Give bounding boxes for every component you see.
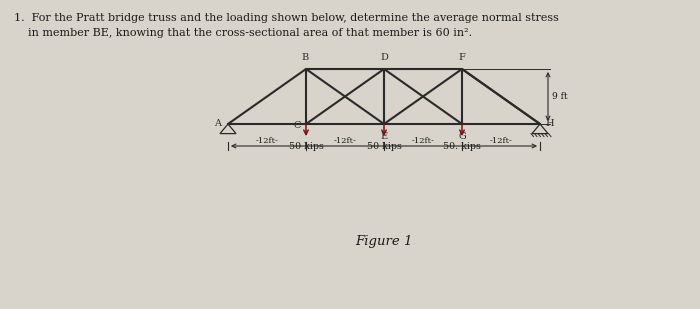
Text: B: B (302, 53, 309, 62)
Text: 50 kips: 50 kips (288, 142, 323, 151)
Text: -12ft-: -12ft- (412, 137, 435, 145)
Text: G: G (458, 132, 466, 141)
Text: -12ft-: -12ft- (334, 137, 356, 145)
Text: 9 ft: 9 ft (552, 92, 568, 101)
Text: 50 kips: 50 kips (367, 142, 401, 151)
Text: A: A (214, 118, 221, 128)
Text: F: F (458, 53, 466, 62)
Text: C: C (293, 121, 301, 129)
Text: H: H (545, 118, 554, 128)
Text: Figure 1: Figure 1 (356, 235, 413, 248)
Text: 1.  For the Pratt bridge truss and the loading shown below, determine the averag: 1. For the Pratt bridge truss and the lo… (14, 13, 559, 23)
Text: -12ft-: -12ft- (256, 137, 279, 145)
Text: D: D (380, 53, 388, 62)
Text: 50. kips: 50. kips (443, 142, 481, 151)
Text: -12ft-: -12ft- (489, 137, 512, 145)
Text: in member BE, knowing that the cross-sectional area of that member is 60 in².: in member BE, knowing that the cross-sec… (14, 28, 472, 38)
Text: E: E (380, 132, 388, 141)
